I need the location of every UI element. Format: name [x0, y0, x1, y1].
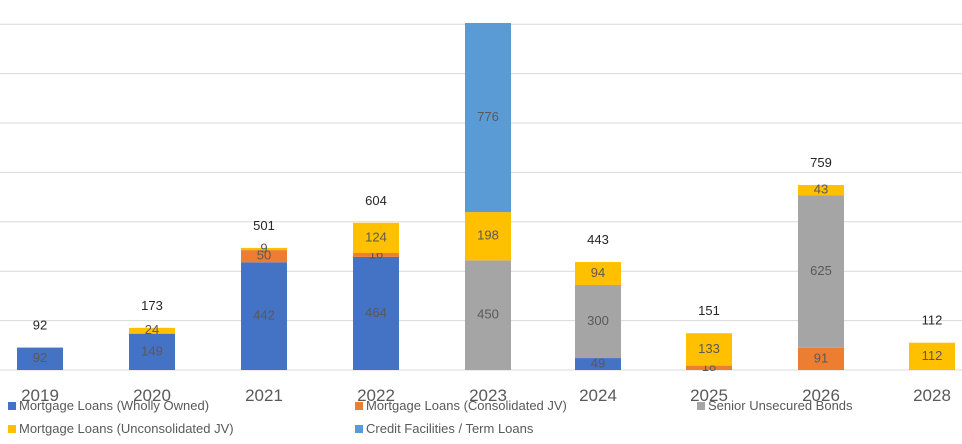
bar-segment-senior-unsecured-bonds-2023: [465, 260, 511, 370]
legend-label: Mortgage Loans (Wholly Owned): [19, 398, 209, 413]
legend-item-mortgage-loans-unconsolidated-jv: Mortgage Loans (Unconsolidated JV): [8, 421, 234, 436]
x-tick-label-2026: 2026: [802, 386, 840, 405]
bar-segment-mortgage-loans-consolidated-jv-2021: [241, 250, 287, 263]
data-label-mortgage-loans-unconsolidated-jv-2024: 94: [591, 265, 605, 280]
data-label-mortgage-loans-unconsolidated-jv-2022: 124: [365, 229, 387, 244]
legend-label: Mortgage Loans (Unconsolidated JV): [19, 421, 234, 436]
legend-label: Mortgage Loans (Consolidated JV): [366, 398, 567, 413]
total-label-2020: 173: [141, 298, 163, 313]
legend: Mortgage Loans (Wholly Owned) Mortgage Lo…: [8, 398, 853, 436]
legend-item-mortgage-loans-wholly-owned: Mortgage Loans (Wholly Owned): [8, 398, 209, 413]
data-label-mortgage-loans-wholly-owned-2022: 464: [365, 305, 387, 320]
total-label-2028: 112: [922, 313, 943, 328]
x-tick-label-2024: 2024: [579, 386, 617, 405]
bar-segment-mortgage-loans-unconsolidated-jv-2023: [465, 212, 511, 261]
legend-swatch: [697, 402, 705, 410]
data-label-senior-unsecured-bonds-2023: 450: [477, 307, 499, 322]
bar-segment-mortgage-loans-wholly-owned-2019: [17, 347, 63, 370]
total-label-2022: 604: [365, 193, 387, 208]
x-tick-label-2019: 2019: [21, 386, 59, 405]
data-label-mortgage-loans-unconsolidated-jv-2021: 9: [260, 240, 267, 255]
bar-segment-mortgage-loans-unconsolidated-jv-2020: [129, 327, 175, 334]
bar-segment-senior-unsecured-bonds-2026: [798, 195, 844, 348]
bar-segment-mortgage-loans-unconsolidated-jv-2028: [909, 342, 955, 370]
bar-segment-mortgage-loans-unconsolidated-jv-2021: [241, 247, 287, 251]
total-label-2025: 151: [698, 303, 720, 318]
total-label-2026: 759: [810, 155, 832, 170]
x-tick-label-2025: 2025: [690, 386, 728, 405]
bar-segment-mortgage-loans-consolidated-jv-2026: [798, 347, 844, 370]
bar-segment-mortgage-loans-wholly-owned-2021: [241, 262, 287, 370]
legend-swatch: [355, 425, 363, 433]
x-tick-label-2021: 2021: [245, 386, 283, 405]
data-label-mortgage-loans-consolidated-jv-2026: 91: [814, 350, 828, 365]
bar-segment-mortgage-loans-unconsolidated-jv-2022: [353, 222, 399, 254]
bar-segment-credit-facilities-term-loans-2023: [465, 22, 511, 213]
data-label-senior-unsecured-bonds-2024: 300: [587, 313, 609, 328]
bars: 92 14924442509464161244501987764930094181…: [17, 22, 955, 374]
bar-segment-mortgage-loans-consolidated-jv-2022: [353, 253, 399, 257]
legend-item-mortgage-loans-consolidated-jv: Mortgage Loans (Consolidated JV): [355, 398, 567, 413]
total-label-2021: 501: [253, 218, 275, 233]
legend-label: Senior Unsecured Bonds: [708, 398, 853, 413]
data-label-mortgage-loans-unconsolidated-jv-2020: 24: [145, 322, 159, 337]
bar-segment-mortgage-loans-unconsolidated-jv-2024: [575, 262, 621, 285]
bar-segment-mortgage-loans-consolidated-jv-2025: [686, 365, 732, 370]
data-label-mortgage-loans-wholly-owned-2019: 92: [33, 350, 47, 365]
x-tick-label-2023: 2023: [469, 386, 507, 405]
bar-segment-mortgage-loans-unconsolidated-jv-2025: [686, 333, 732, 366]
data-label-mortgage-loans-unconsolidated-jv-2028: 112: [922, 348, 943, 363]
legend-swatch: [8, 425, 16, 433]
bar-segment-mortgage-loans-wholly-owned-2022: [353, 256, 399, 370]
data-label-mortgage-loans-wholly-owned-2021: 442: [253, 308, 275, 323]
data-label-mortgage-loans-unconsolidated-jv-2026: 43: [814, 182, 828, 197]
x-tick-label-2020: 2020: [133, 386, 171, 405]
total-label-2019: 92: [33, 318, 47, 333]
total-label-2024: 443: [587, 232, 609, 247]
legend-item-senior-unsecured-bonds: Senior Unsecured Bonds: [697, 398, 853, 413]
legend-swatch: [355, 402, 363, 410]
x-tick-label-2022: 2022: [357, 386, 395, 405]
data-label-credit-facilities-term-loans-2023: 776: [477, 109, 499, 124]
data-label-mortgage-loans-consolidated-jv-2021: 50: [257, 248, 271, 263]
legend-item-credit-facilities-term-loans: Credit Facilities / Term Loans: [355, 421, 534, 436]
x-tick-label-2028: 2028: [913, 386, 951, 405]
bar-segment-mortgage-loans-unconsolidated-jv-2026: [798, 185, 844, 196]
legend-label: Credit Facilities / Term Loans: [366, 421, 534, 436]
bar-segment-senior-unsecured-bonds-2024: [575, 284, 621, 359]
data-label-senior-unsecured-bonds-2026: 625: [810, 263, 832, 278]
data-label-mortgage-loans-wholly-owned-2024: 49: [591, 355, 605, 370]
legend-swatch: [8, 402, 16, 410]
bar-segment-mortgage-loans-wholly-owned-2024: [575, 358, 621, 370]
data-label-mortgage-loans-wholly-owned-2020: 149: [141, 343, 163, 358]
data-label-mortgage-loans-unconsolidated-jv-2023: 198: [477, 228, 499, 243]
bar-segment-mortgage-loans-wholly-owned-2020: [129, 333, 175, 370]
data-label-mortgage-loans-unconsolidated-jv-2025: 133: [698, 341, 720, 356]
